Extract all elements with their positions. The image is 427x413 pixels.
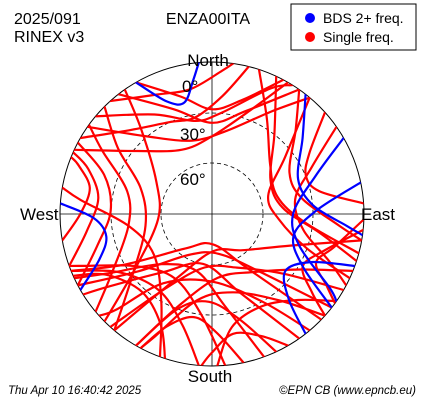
single-freq-track: [200, 331, 290, 366]
single-freq-track: [72, 272, 167, 360]
single-freq-track: [82, 261, 301, 340]
single-freq-track: [76, 251, 333, 309]
bds-2plus-track: [291, 181, 362, 309]
single-freq-track: [134, 78, 285, 111]
single-freq-track: [94, 84, 294, 123]
single-freq-track: [68, 151, 100, 268]
format-label: RINEX v3: [14, 29, 84, 46]
legend-marker-single: [305, 32, 315, 42]
single-freq-track: [288, 88, 363, 242]
date-label: 2025/091: [14, 11, 81, 28]
ring-label-30: 30°: [180, 125, 206, 144]
satellite-tracks: [60, 62, 364, 366]
ring-label-0: 0°: [182, 77, 198, 96]
single-freq-track: [73, 81, 290, 153]
single-freq-track: [103, 105, 148, 332]
north-label: North: [187, 51, 229, 70]
single-freq-track: [61, 186, 163, 358]
single-freq-track: [79, 65, 250, 140]
single-freq-track: [70, 241, 323, 321]
south-label: South: [188, 367, 232, 386]
timestamp-label: Thu Apr 10 16:40:42 2025: [8, 385, 142, 397]
single-freq-track: [269, 75, 358, 263]
legend-marker-bds: [305, 13, 315, 23]
west-label: West: [20, 205, 59, 224]
single-freq-track: [304, 111, 364, 205]
station-title: ENZA00ITA: [166, 11, 251, 28]
single-freq-track: [70, 269, 200, 366]
single-freq-track: [61, 156, 91, 242]
bds-2plus-track: [60, 202, 108, 292]
credit-label: ©EPN CB (www.epncb.eu): [279, 385, 416, 397]
single-freq-track: [76, 141, 113, 287]
single-freq-track: [267, 96, 351, 280]
single-freq-track: [103, 88, 161, 323]
ring-label-60: 60°: [180, 170, 206, 189]
bds-2plus-track: [282, 260, 356, 335]
bds-2plus-track: [134, 62, 200, 106]
legend-label-single: Single freq.: [323, 29, 394, 45]
single-freq-track: [117, 88, 301, 124]
bds-2plus-track: [290, 136, 345, 303]
legend-box: [290, 3, 417, 51]
legend-label-bds: BDS 2+ freq.: [323, 10, 404, 26]
east-label: East: [361, 205, 395, 224]
single-freq-track: [73, 262, 266, 358]
legend: BDS 2+ freq. Single freq.: [290, 3, 417, 51]
